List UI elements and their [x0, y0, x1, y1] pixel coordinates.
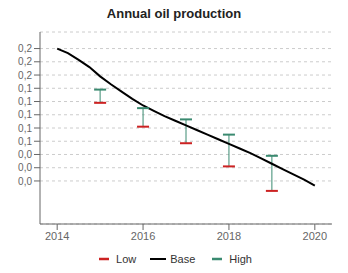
svg-text:2020: 2020 — [303, 230, 327, 242]
svg-text:2016: 2016 — [131, 230, 155, 242]
svg-text:0,2: 0,2 — [18, 43, 32, 54]
html-text:Annual oil production: Annual oil production — [106, 6, 242, 21]
html-text:Low: Low — [116, 253, 137, 265]
svg-text:0,1: 0,1 — [18, 109, 32, 120]
svg-text:0,1: 0,1 — [18, 96, 32, 107]
svg-text:0,2: 0,2 — [18, 56, 32, 67]
html-text:High: High — [229, 253, 252, 265]
svg-text:0,1: 0,1 — [18, 123, 32, 134]
svg-text:0,2: 0,2 — [18, 70, 32, 81]
html-text:Base: Base — [170, 253, 196, 265]
svg-text:0,1: 0,1 — [18, 83, 32, 94]
svg-text:2014: 2014 — [45, 230, 69, 242]
svg-text:2018: 2018 — [217, 230, 241, 242]
svg-text:0,0: 0,0 — [18, 176, 32, 187]
svg-text:0,0: 0,0 — [18, 162, 32, 173]
svg-text:0,1: 0,1 — [18, 136, 32, 147]
svg-text:0,0: 0,0 — [18, 149, 32, 160]
